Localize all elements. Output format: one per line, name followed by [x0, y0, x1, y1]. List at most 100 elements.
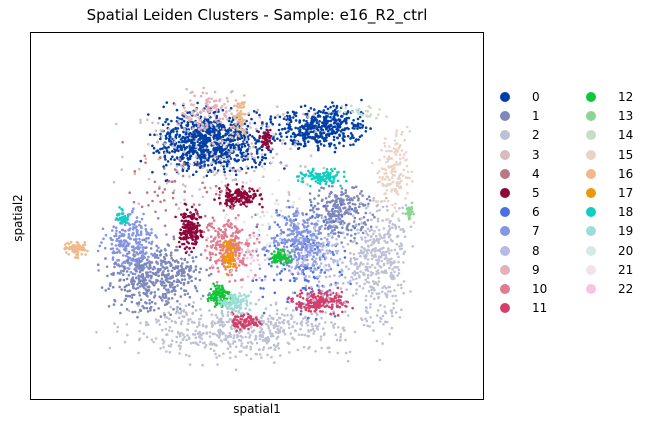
- point-cluster-2: [381, 205, 385, 209]
- point-cluster-5: [188, 226, 191, 230]
- point-cluster-7: [139, 256, 143, 260]
- point-cluster-0: [342, 144, 345, 148]
- point-cluster-3: [194, 145, 198, 148]
- point-cluster-2: [223, 323, 226, 327]
- point-cluster-1: [152, 284, 156, 287]
- point-cluster-0: [258, 113, 261, 117]
- point-cluster-0: [292, 111, 296, 114]
- point-cluster-0: [246, 124, 250, 128]
- point-cluster-6: [305, 212, 308, 216]
- point-cluster-3: [227, 157, 231, 160]
- point-cluster-0: [328, 132, 331, 136]
- point-cluster-0: [191, 135, 195, 139]
- point-cluster-2: [409, 290, 412, 293]
- point-cluster-5: [248, 200, 251, 204]
- point-cluster-1: [207, 274, 211, 277]
- point-cluster-2: [162, 346, 165, 349]
- point-cluster-7: [329, 267, 333, 271]
- point-cluster-2: [187, 336, 191, 339]
- point-cluster-1: [173, 267, 176, 271]
- point-cluster-7: [276, 214, 279, 217]
- point-cluster-12: [213, 284, 217, 288]
- point-cluster-2: [397, 272, 401, 275]
- point-cluster-1: [188, 269, 191, 273]
- point-cluster-1: [334, 206, 337, 210]
- point-cluster-0: [285, 131, 288, 134]
- point-cluster-2: [215, 334, 219, 337]
- point-cluster-10: [218, 240, 222, 243]
- point-cluster-2: [377, 280, 381, 283]
- point-cluster-2: [171, 339, 174, 343]
- point-cluster-0: [175, 108, 179, 112]
- point-cluster-3: [249, 152, 252, 156]
- point-cluster-0: [326, 107, 330, 111]
- point-cluster-2: [351, 294, 355, 297]
- point-cluster-7: [275, 211, 278, 214]
- point-cluster-5: [178, 236, 182, 239]
- point-cluster-1: [138, 281, 141, 284]
- point-cluster-2: [385, 196, 388, 200]
- point-cluster-0: [202, 141, 206, 145]
- point-cluster-0: [315, 140, 318, 143]
- point-cluster-2: [375, 292, 379, 296]
- point-cluster-6: [340, 215, 344, 218]
- point-cluster-0: [336, 122, 340, 125]
- point-cluster-11: [345, 305, 348, 308]
- point-cluster-7: [135, 230, 139, 234]
- point-cluster-10: [230, 234, 233, 237]
- point-cluster-2: [262, 320, 265, 323]
- point-cluster-3: [249, 126, 252, 129]
- point-cluster-2: [273, 361, 276, 364]
- point-cluster-0: [166, 160, 170, 163]
- point-cluster-3: [209, 186, 212, 190]
- point-cluster-7: [135, 220, 138, 223]
- point-cluster-5: [261, 145, 264, 148]
- point-cluster-2: [266, 353, 269, 357]
- point-cluster-2: [383, 310, 387, 314]
- point-cluster-2: [375, 272, 378, 276]
- point-cluster-1: [143, 286, 146, 290]
- point-cluster-0: [153, 133, 156, 137]
- point-cluster-3: [256, 108, 260, 112]
- point-cluster-2: [297, 333, 301, 337]
- point-cluster-1: [148, 298, 151, 302]
- point-cluster-2: [290, 317, 293, 321]
- point-cluster-1: [198, 278, 202, 282]
- point-cluster-1: [360, 225, 364, 229]
- point-cluster-1: [191, 305, 195, 308]
- point-cluster-0: [222, 165, 225, 168]
- point-cluster-5: [184, 213, 187, 216]
- point-cluster-1: [150, 291, 153, 294]
- point-cluster-0: [260, 148, 264, 152]
- point-cluster-1: [353, 206, 357, 210]
- point-cluster-1: [348, 198, 351, 202]
- point-cluster-2: [399, 247, 402, 251]
- point-cluster-0: [277, 128, 281, 132]
- point-cluster-6: [323, 271, 327, 274]
- point-cluster-2: [178, 302, 182, 306]
- point-cluster-2: [210, 313, 214, 317]
- point-cluster-7: [303, 237, 306, 240]
- point-cluster-0: [303, 142, 307, 145]
- point-cluster-5: [234, 189, 238, 193]
- point-cluster-0: [258, 147, 261, 150]
- point-cluster-2: [350, 262, 353, 265]
- point-cluster-1: [201, 294, 205, 298]
- point-cluster-1: [317, 207, 320, 211]
- point-cluster-5: [261, 205, 264, 209]
- point-cluster-9: [205, 126, 208, 129]
- point-cluster-7: [295, 277, 298, 280]
- point-cluster-5: [257, 130, 260, 134]
- point-cluster-0: [300, 124, 304, 128]
- point-cluster-2: [189, 318, 192, 321]
- plot-frame: [30, 32, 484, 400]
- point-cluster-3: [250, 155, 254, 159]
- point-cluster-2: [268, 314, 272, 318]
- point-cluster-1: [120, 303, 123, 307]
- point-cluster-7: [163, 247, 167, 251]
- point-cluster-0: [139, 159, 143, 163]
- point-cluster-10: [237, 264, 241, 267]
- point-cluster-2: [349, 251, 352, 255]
- point-cluster-7: [112, 251, 115, 254]
- point-cluster-1: [123, 299, 126, 303]
